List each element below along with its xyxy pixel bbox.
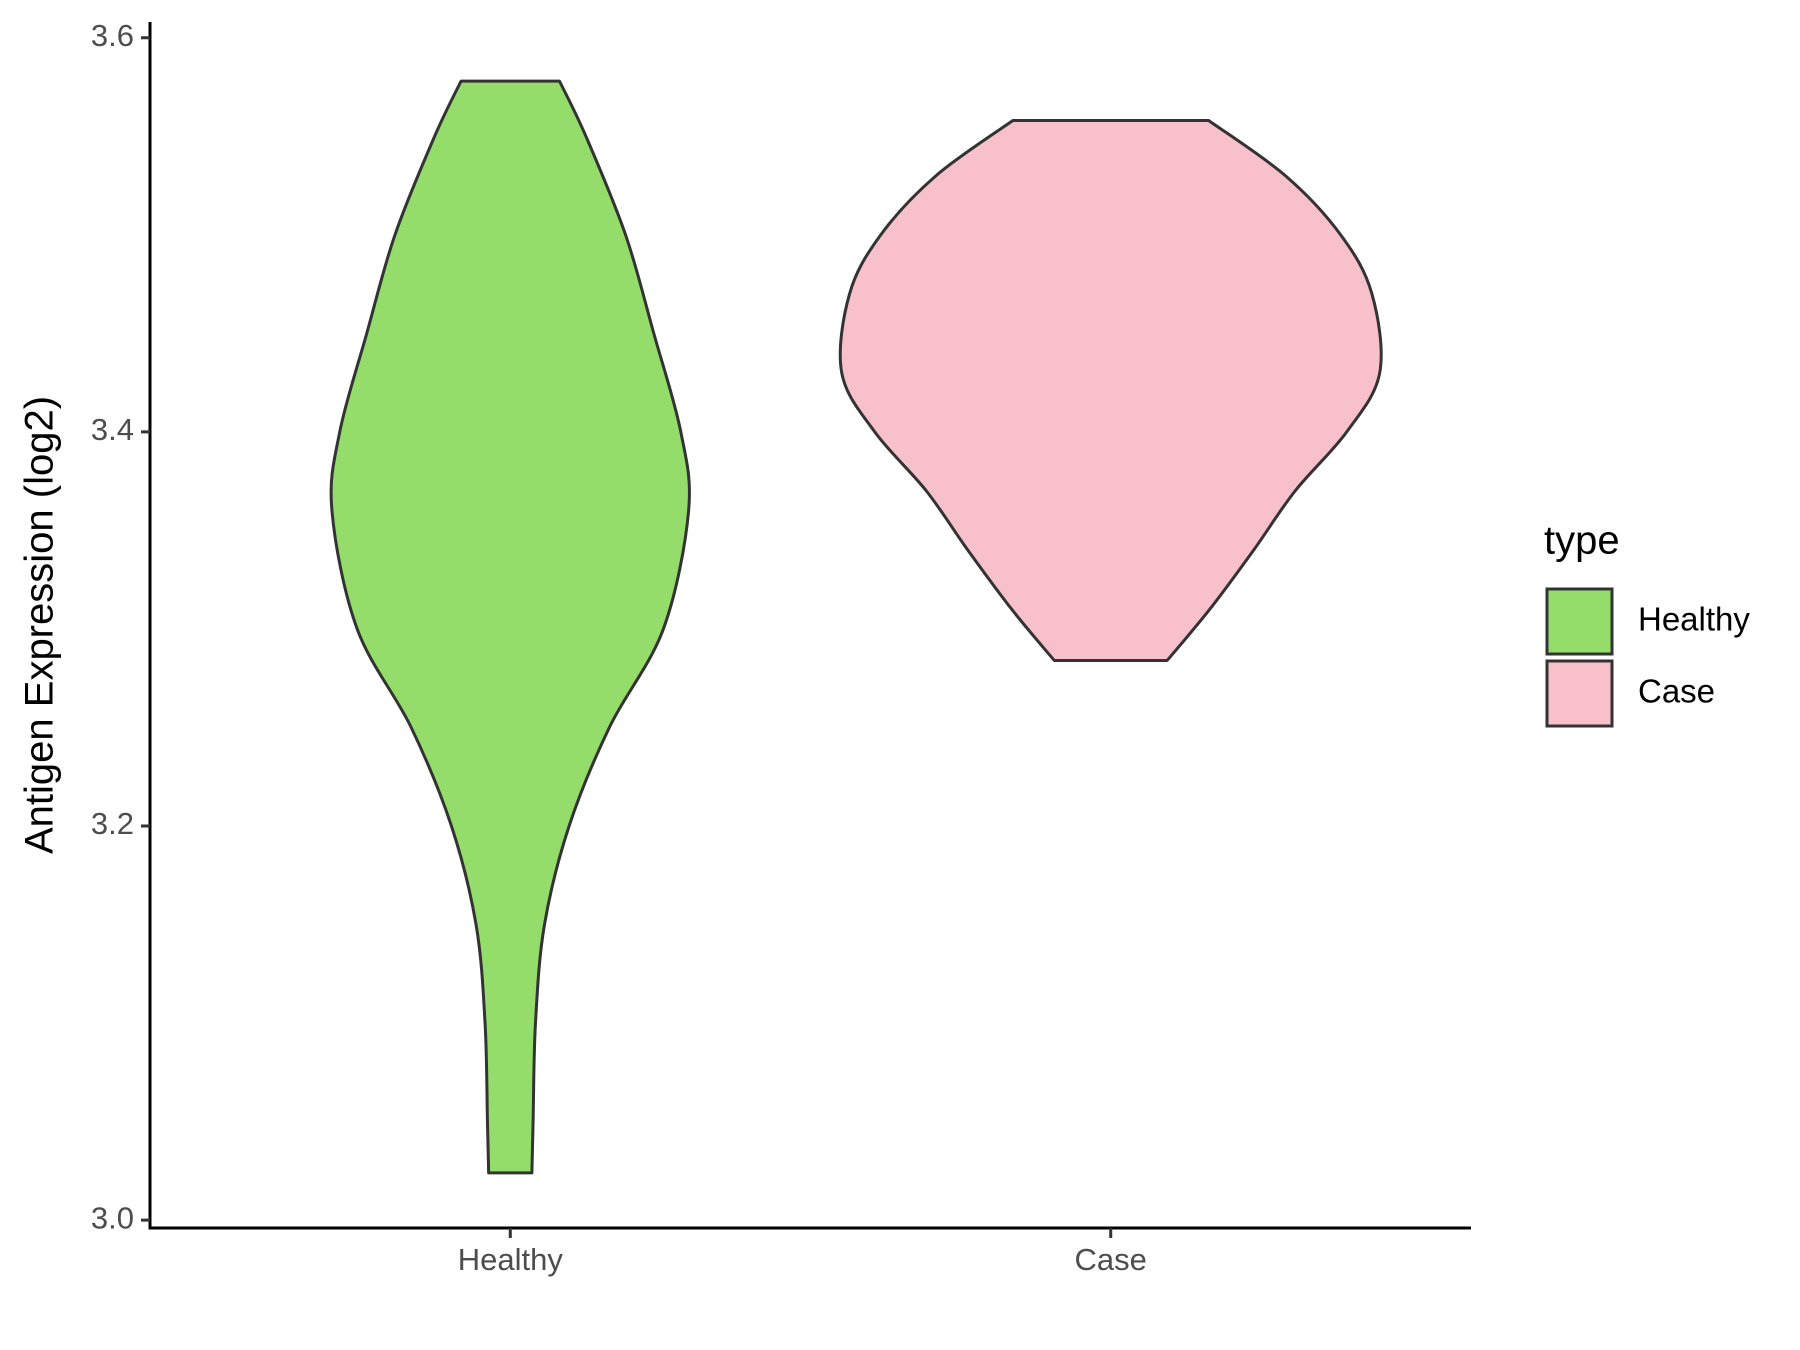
legend-label: Healthy xyxy=(1638,601,1750,638)
y-tick-label: 3.0 xyxy=(91,1200,134,1235)
violin xyxy=(838,119,1383,662)
legend-key xyxy=(1545,587,1614,656)
x-tick-label: Healthy xyxy=(458,1242,564,1277)
y-axis-title: Antigen Expression (log2) xyxy=(18,396,62,854)
y-tick-label: 3.6 xyxy=(91,18,134,53)
legend-key xyxy=(1545,659,1614,728)
legend-title: type xyxy=(1544,519,1620,563)
violin xyxy=(329,79,691,1175)
x-tick-label: Case xyxy=(1075,1242,1147,1277)
legend-label: Case xyxy=(1638,673,1715,710)
y-tick-label: 3.4 xyxy=(91,412,134,447)
y-tick-label: 3.2 xyxy=(91,806,134,841)
